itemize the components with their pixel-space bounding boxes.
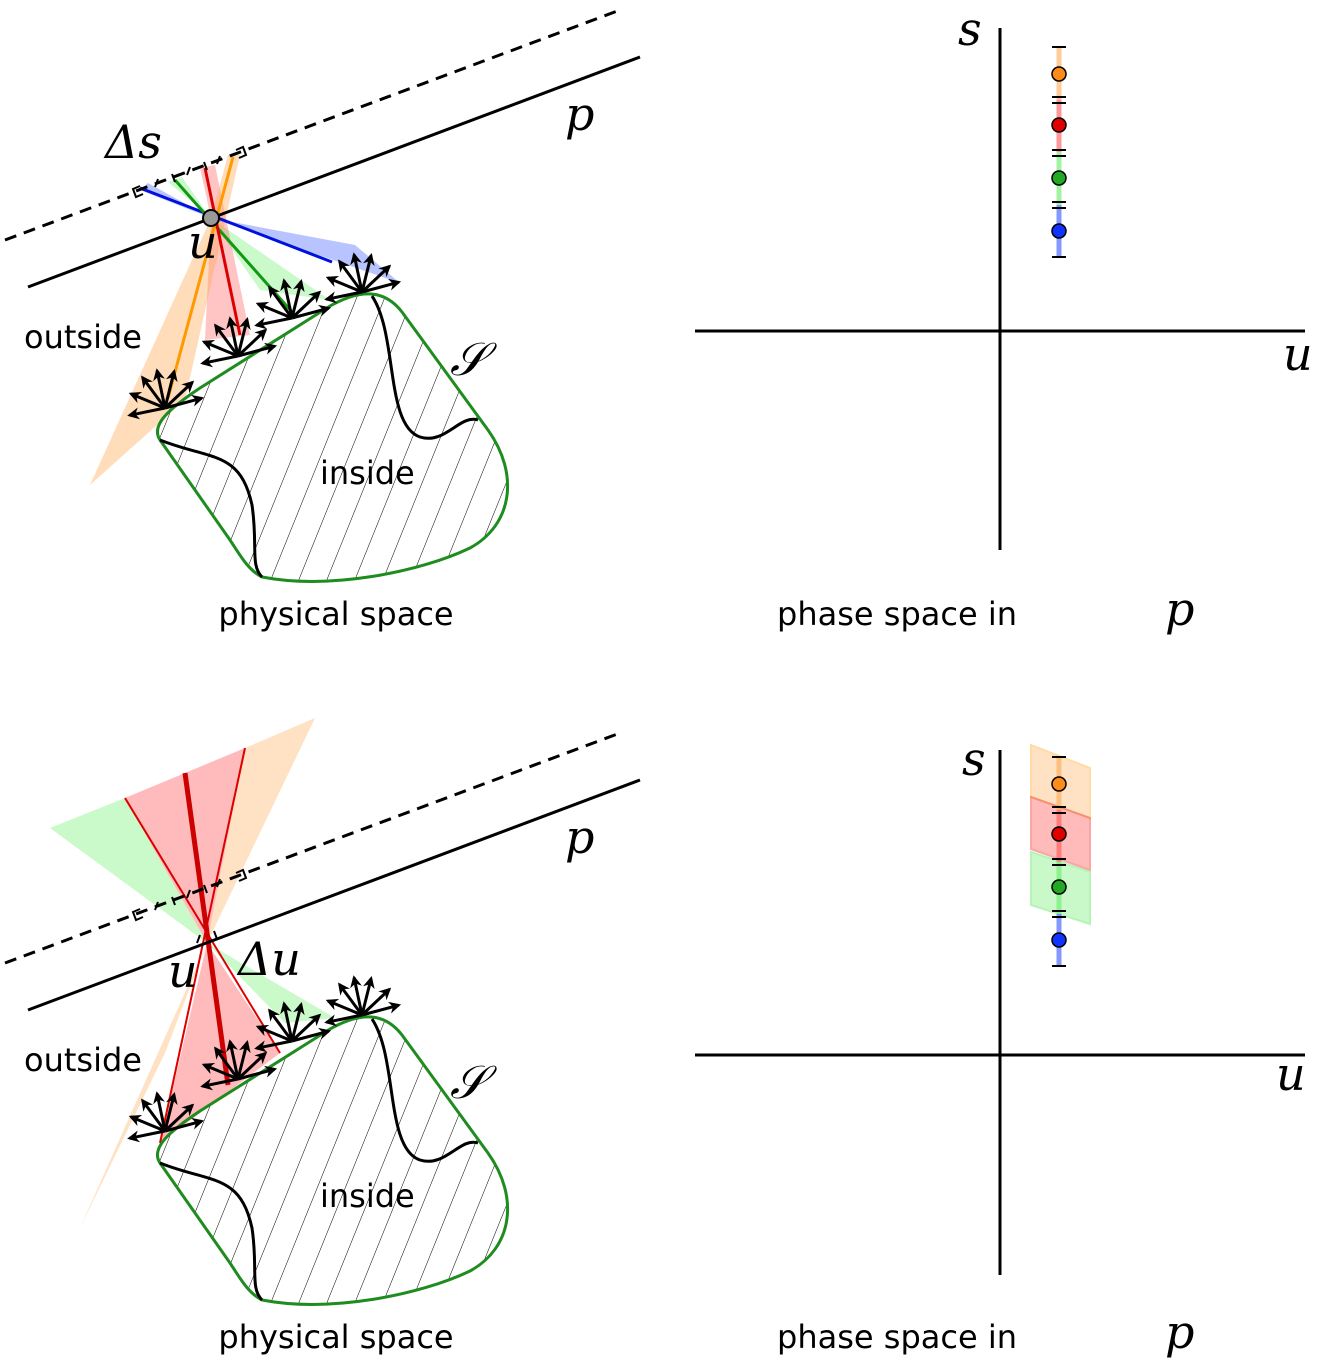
shape-path [131, 868, 248, 944]
shape-path [1052, 756, 1066, 967]
set-label: 𝒮 [450, 332, 497, 386]
point-label: u [168, 944, 198, 998]
shape-line [4, 8, 621, 242]
shape-line [27, 778, 641, 1012]
shape-circle [1051, 826, 1067, 842]
caption-symbol: p [1165, 582, 1194, 636]
delta-label: Δu [236, 932, 301, 986]
u-axis-label: u [1276, 1047, 1306, 1101]
shape-circle [1051, 879, 1067, 895]
shape-line [203, 167, 242, 336]
outside-label: outside [24, 1041, 142, 1079]
phase-panel-bottom: s u phase space in p [695, 732, 1306, 1359]
shape-path [131, 145, 248, 199]
shape-circle [1051, 776, 1067, 792]
shape-polygon [50, 798, 207, 943]
shape-line [182, 772, 231, 1086]
set-label: 𝒮 [450, 1055, 497, 1109]
shape-line [139, 186, 333, 264]
shape-polygon [207, 718, 315, 943]
phase-panel-top: s u phase space in p [695, 2, 1313, 636]
shape-polygon [80, 943, 207, 1228]
shape-circle [1051, 117, 1067, 133]
shape-polygon [207, 943, 335, 1023]
shape-polygon [125, 748, 245, 943]
line-label: p [565, 87, 594, 141]
caption: physical space [218, 1318, 453, 1356]
inside-label: inside [320, 1177, 415, 1215]
caption: physical space [218, 595, 453, 633]
point-label: u [188, 215, 218, 269]
s-axis-label: s [958, 2, 982, 56]
shape-circle [1051, 223, 1067, 239]
delta-label: Δs [103, 115, 162, 169]
inside-label: inside [320, 454, 415, 492]
outside-label: outside [24, 318, 142, 356]
shape-circle [1051, 932, 1067, 948]
shape-line [166, 156, 235, 399]
s-axis-label: s [962, 732, 986, 786]
caption: phase space in [777, 1318, 1017, 1356]
shape-circle [1051, 66, 1067, 82]
shape-line [27, 55, 641, 289]
shape-circle [1051, 170, 1067, 186]
physical-panel-top: Δs p u outside 𝒮 inside physical space [4, 8, 641, 633]
shape-polygon [90, 155, 240, 485]
physical-panel-bottom: Δu p u outside 𝒮 inside physical space [4, 718, 641, 1356]
line-label: p [565, 810, 594, 864]
caption-symbol: p [1165, 1305, 1194, 1359]
shape-line [4, 731, 621, 965]
u-axis-label: u [1283, 327, 1313, 381]
shape-circle [202, 209, 220, 227]
shape-line [124, 797, 281, 1054]
shape-path [1052, 46, 1066, 258]
caption: phase space in [777, 595, 1017, 633]
